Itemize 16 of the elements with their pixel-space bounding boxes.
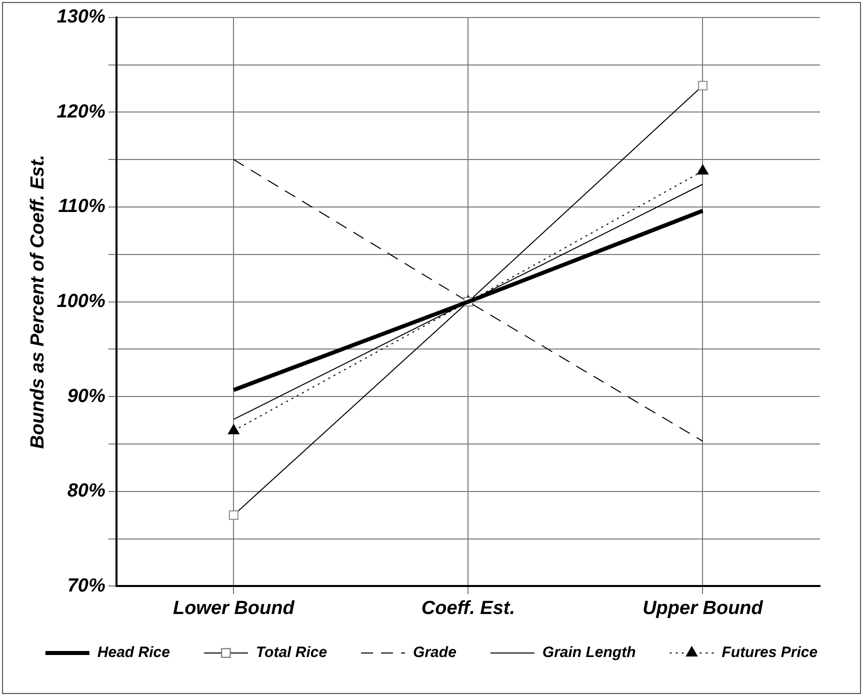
y-tick-label: 130%	[56, 6, 106, 28]
y-tick-label: 90%	[67, 386, 106, 407]
x-tick-label: Coeff. Est.	[421, 598, 515, 619]
legend-label: Grain Length	[542, 644, 636, 662]
x-tick-label: Lower Bound	[172, 598, 295, 619]
legend-label: Grade	[413, 644, 456, 662]
y-axis-title: Bounds as Percent of Coeff. Est.	[28, 154, 49, 449]
legend-label: Futures Price	[722, 644, 818, 662]
y-tick-label: 80%	[67, 480, 106, 502]
legend-label: Head Rice	[97, 644, 170, 662]
y-tick-label: 110%	[58, 196, 106, 218]
y-tick-label: 120%	[56, 101, 106, 122]
x-tick-label: Upper Bound	[642, 598, 764, 619]
y-tick-label: 100%	[56, 291, 106, 312]
y-tick-label: 70%	[67, 575, 106, 596]
legend-label: Total Rice	[256, 644, 328, 662]
